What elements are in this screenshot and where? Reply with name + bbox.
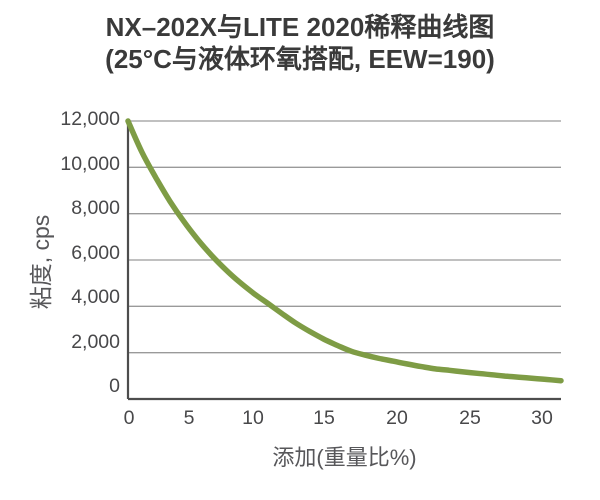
- x-tick-label-20: 20: [386, 407, 408, 429]
- x-tick-label-5: 5: [183, 407, 195, 429]
- y-tick-label-6000: 6,000: [71, 241, 120, 264]
- y-tick-label-4000: 4,000: [71, 286, 120, 308]
- y-tick-label-12000: 12,000: [60, 108, 120, 130]
- chart-title-line1: NX–202X与LITE 2020稀释曲线图: [105, 12, 495, 42]
- y-tick-label-0: 0: [109, 375, 120, 397]
- y-tick-label-10000: 10,000: [60, 152, 120, 175]
- x-axis-title: 添加(重量比%): [272, 445, 417, 470]
- chart-title: NX–202X与LITE 2020稀释曲线图 (25°C与液体环氧搭配, EEW…: [0, 11, 600, 75]
- x-tick-label-15: 15: [313, 407, 335, 429]
- dilution-curve: [125, 118, 564, 384]
- x-tick-label-30: 30: [531, 407, 553, 429]
- chart-title-line2: (25°C与液体环氧搭配, EEW=190): [105, 44, 495, 74]
- x-tick-label-10: 10: [242, 407, 264, 429]
- x-tick-label-0: 0: [123, 407, 135, 429]
- x-tick-label-25: 25: [459, 407, 481, 429]
- y-tick-label-2000: 2,000: [71, 330, 120, 353]
- y-tick-label-8000: 8,000: [71, 197, 120, 219]
- y-axis-title: 粘度, cps: [28, 214, 54, 310]
